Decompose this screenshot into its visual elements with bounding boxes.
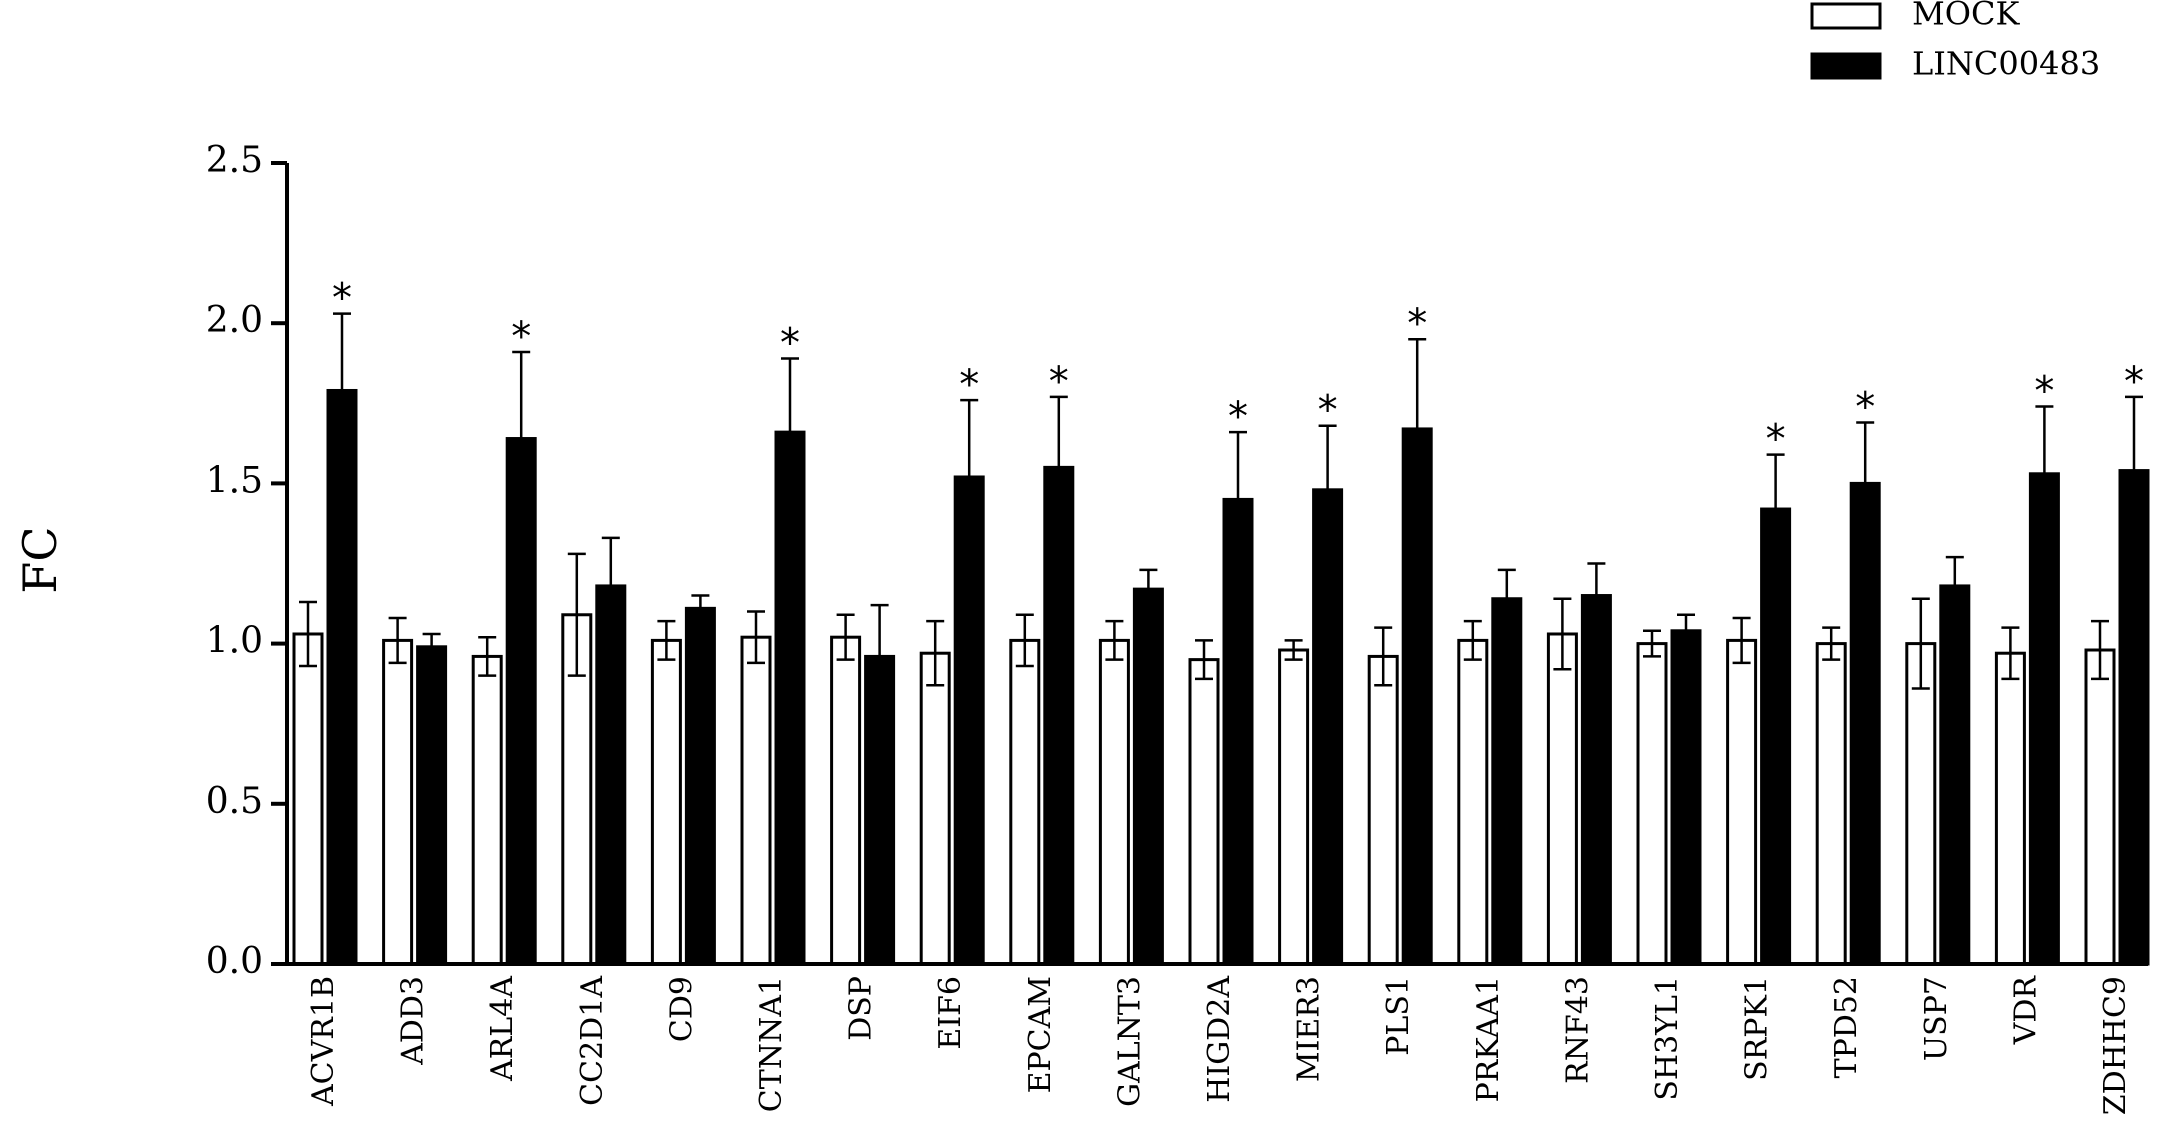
x-tick-label: GALNT3 bbox=[1112, 976, 1147, 1107]
legend-label: LINC00483 bbox=[1912, 45, 2100, 83]
bar-mock bbox=[1636, 642, 1668, 966]
error-bars bbox=[299, 312, 2143, 690]
bar-linc bbox=[2028, 472, 2060, 966]
significance-star: * bbox=[511, 314, 531, 360]
significance-star: * bbox=[959, 362, 979, 408]
legend: MOCK LINC00483 bbox=[1810, 0, 2100, 83]
bar-mock bbox=[471, 654, 503, 966]
x-tick-label: USP7 bbox=[1919, 976, 1954, 1061]
x-tick-label: SRPK1 bbox=[1740, 976, 1775, 1081]
x-tick-label: ADD3 bbox=[396, 976, 431, 1066]
bar-linc bbox=[953, 475, 985, 966]
bar-mock bbox=[1815, 642, 1847, 966]
bar-mock bbox=[1726, 638, 1758, 966]
bar-linc bbox=[416, 645, 448, 966]
significance-star: * bbox=[2124, 359, 2144, 405]
bar-mock bbox=[382, 638, 414, 966]
bar-linc bbox=[1401, 427, 1433, 966]
significance-star: * bbox=[2034, 369, 2054, 415]
bar-linc bbox=[1849, 481, 1881, 966]
x-tick-label: RNF43 bbox=[1560, 976, 1595, 1084]
x-tick-label: DSP bbox=[844, 976, 879, 1041]
x-tick-label: PRKAA1 bbox=[1471, 976, 1506, 1102]
y-tick-label: 0.0 bbox=[206, 941, 263, 982]
x-tick-label: CC2D1A bbox=[575, 976, 610, 1106]
bar-mock bbox=[292, 632, 324, 966]
significance-star: * bbox=[1228, 394, 1248, 440]
bar-linc bbox=[1491, 597, 1523, 966]
x-tick-label: ZDHHC9 bbox=[2098, 976, 2133, 1115]
bar-linc bbox=[326, 388, 358, 966]
bar-series bbox=[292, 388, 2150, 966]
x-tick-label: EPCAM bbox=[1023, 976, 1058, 1093]
significance-star: * bbox=[1407, 301, 1427, 347]
y-tick-label: 0.5 bbox=[206, 781, 263, 822]
bar-linc bbox=[2118, 469, 2150, 966]
y-tick-label: 2.5 bbox=[206, 140, 263, 181]
y-tick-label: 1.5 bbox=[206, 460, 263, 501]
bar-linc bbox=[595, 584, 627, 966]
significance-star: * bbox=[780, 320, 800, 366]
legend-swatch bbox=[1810, 2, 1882, 30]
y-axis-title: FC bbox=[13, 526, 67, 593]
legend-swatch bbox=[1810, 52, 1882, 80]
bar-mock bbox=[650, 638, 682, 966]
bar-mock bbox=[919, 651, 951, 966]
x-axis: ACVR1B ADD3 ARL4A CC2D1A CD9 CTNNA1 DSP EIF6 EPC… bbox=[287, 962, 2148, 1115]
significance-star: * bbox=[332, 276, 352, 322]
bar-mock bbox=[1457, 638, 1489, 966]
y-axis: 0.0 0.5 1.0 1.5 2.0 2.5 bbox=[206, 140, 289, 982]
bar-mock bbox=[1905, 642, 1937, 966]
bar-mock bbox=[1367, 654, 1399, 966]
bar-mock bbox=[830, 635, 862, 966]
x-tick-label: VDR bbox=[2008, 975, 2043, 1046]
bar-mock bbox=[1009, 638, 1041, 966]
bar-linc bbox=[1760, 507, 1792, 966]
bar-linc bbox=[1670, 629, 1702, 966]
bar-mock bbox=[1278, 648, 1310, 966]
bar-linc bbox=[1939, 584, 1971, 966]
x-tick-label: MIER3 bbox=[1292, 976, 1327, 1082]
x-tick-label: PLS1 bbox=[1381, 976, 1416, 1056]
x-tick-label: CD9 bbox=[664, 976, 699, 1042]
bar-linc bbox=[1580, 594, 1612, 966]
bar-linc bbox=[1222, 497, 1254, 966]
x-tick-label: HIGD2A bbox=[1202, 976, 1237, 1103]
x-tick-label: ARL4A bbox=[485, 976, 520, 1082]
significance-star: * bbox=[1855, 385, 1875, 431]
bar-mock bbox=[2084, 648, 2116, 966]
bar-linc bbox=[1132, 587, 1164, 966]
significance-star: * bbox=[1766, 417, 1786, 463]
bar-linc bbox=[774, 430, 806, 966]
x-tick-label: SH3YL1 bbox=[1650, 976, 1685, 1101]
y-tick-label: 2.0 bbox=[206, 300, 263, 341]
bar-linc bbox=[505, 437, 537, 966]
x-tick-label: ACVR1B bbox=[306, 976, 341, 1107]
bar-mock bbox=[1188, 658, 1220, 966]
bar-mock bbox=[740, 635, 772, 966]
bar-linc bbox=[1043, 465, 1075, 966]
bar-linc bbox=[864, 654, 896, 966]
legend-label: MOCK bbox=[1912, 0, 2020, 33]
bar-linc bbox=[1312, 488, 1344, 966]
y-tick-label: 1.0 bbox=[206, 621, 263, 662]
x-tick-label: EIF6 bbox=[933, 976, 968, 1050]
bar-mock bbox=[1994, 651, 2026, 966]
bar-mock bbox=[1546, 632, 1578, 966]
bar-linc bbox=[684, 606, 716, 966]
x-tick-label: TPD52 bbox=[1829, 976, 1864, 1078]
significance-star: * bbox=[1049, 359, 1069, 405]
significance-star: * bbox=[1318, 388, 1338, 434]
bar-mock bbox=[1098, 638, 1130, 966]
significance-markers: * * * * * * * * * * * * bbox=[332, 276, 2144, 463]
x-tick-label: CTNNA1 bbox=[754, 976, 789, 1112]
